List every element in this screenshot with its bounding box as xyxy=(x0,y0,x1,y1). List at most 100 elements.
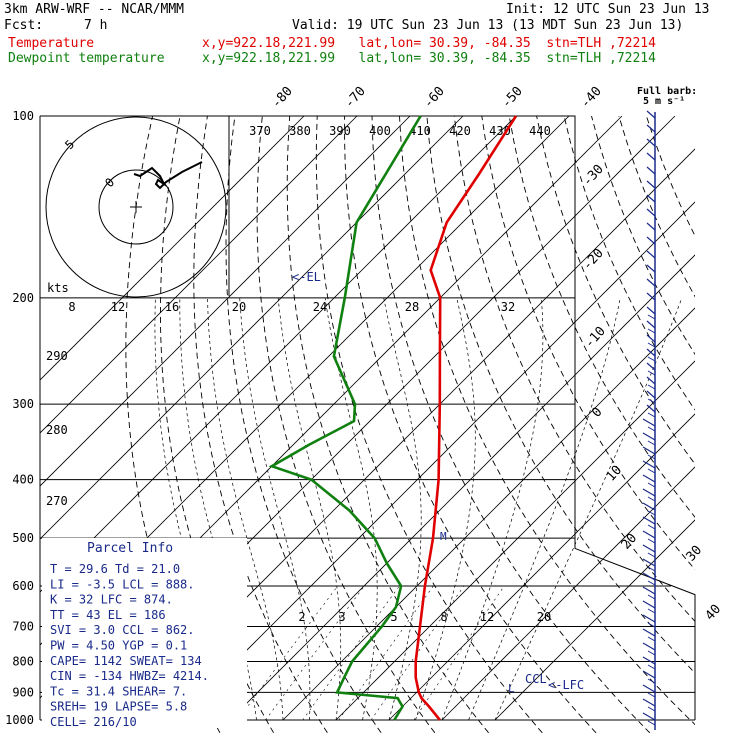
dry-adiabat-320 xyxy=(315,116,543,734)
wind-barb xyxy=(642,712,656,721)
wind-barb-half xyxy=(647,468,656,474)
wind-barb-half xyxy=(647,636,656,642)
wind-barb-half xyxy=(647,412,656,418)
wind-barb-half xyxy=(647,664,656,670)
wind-barb xyxy=(642,432,656,441)
wind-barb xyxy=(642,670,656,679)
wind-barb-half xyxy=(647,706,656,712)
legend-temperature-info: x,y=922.18,221.99 lat,lon= 30.39, -84.35… xyxy=(202,36,656,51)
wind-barb-key-1: Full barb: xyxy=(637,86,697,97)
mixing-ratio-label-8: 8 xyxy=(440,610,447,624)
wind-barb xyxy=(642,586,656,595)
wind-barb-half xyxy=(647,314,656,320)
hodograph-ring-outer xyxy=(45,116,227,298)
annotation-ccl: CCL xyxy=(525,672,547,686)
pressure-label-300: 300 xyxy=(12,397,34,411)
wind-barb xyxy=(642,614,656,623)
wind-barb xyxy=(642,656,656,665)
wind-barb-half xyxy=(647,510,656,516)
model-title: 3km ARW-WRF -- NCAR/MMM xyxy=(4,2,185,17)
wind-barb xyxy=(646,250,656,259)
parcel-info-row: CIN = -134 HWBZ= 4214. xyxy=(50,669,209,683)
dry-adiabat-420 xyxy=(591,116,695,356)
legend-dewpoint-info: x,y=922.18,221.99 lat,lon= 30.39, -84.35… xyxy=(202,51,656,66)
wind-barb xyxy=(646,124,656,133)
wind-barb xyxy=(642,530,656,539)
parcel-info-row: PW = 4.50 YGP = 0.1 xyxy=(50,639,187,653)
pressure-label-1000: 1000 xyxy=(5,713,34,727)
wind-barb xyxy=(646,292,656,301)
hodograph-speed-tick-32: 32 xyxy=(501,300,515,314)
hodograph-center xyxy=(130,201,142,213)
wind-barb xyxy=(646,236,656,245)
isotherm-label--60: -60 xyxy=(421,84,448,111)
wind-barb-half xyxy=(647,356,656,362)
wind-barb xyxy=(642,628,656,637)
pressure-label-200: 200 xyxy=(12,291,34,305)
wind-barb xyxy=(646,180,656,189)
dry-adiabat-440 xyxy=(645,116,695,237)
isotherm-label-30: 30 xyxy=(684,543,706,565)
isotherm--80 xyxy=(40,116,464,540)
parcel-info-row: CELL= 216/10 xyxy=(50,715,137,729)
hodograph-speed-tick-16: 16 xyxy=(165,300,179,314)
wind-barb xyxy=(646,390,656,399)
mixing-ratio-20 xyxy=(413,585,505,721)
wind-barb xyxy=(646,194,656,203)
isotherm-label--30: -30 xyxy=(580,162,607,189)
wind-barb xyxy=(642,474,656,483)
legend-dewpoint-label: Dewpoint temperature xyxy=(8,51,165,66)
theta-label-280: 280 xyxy=(46,423,68,437)
parcel-info-row: CAPE= 1142 SWEAT= 134 xyxy=(50,654,202,668)
wind-barb xyxy=(646,362,656,371)
mixing-ratio-label-5: 5 xyxy=(390,610,397,624)
wind-barb-half xyxy=(647,566,656,572)
init-time: Init: 12 UTC Sun 23 Jun 13 xyxy=(506,2,710,17)
pressure-label-900: 900 xyxy=(12,685,34,699)
mixing-ratio-label-2: 2 xyxy=(298,610,305,624)
parcel-info-row: K = 32 LFC = 874. xyxy=(50,593,173,607)
isotherm-label-0: 0 xyxy=(589,405,605,421)
wind-barb xyxy=(646,264,656,273)
dry-adiabat-380 xyxy=(481,116,695,571)
wind-barb-half xyxy=(647,482,656,488)
wind-barb xyxy=(642,446,656,455)
theta-e-label-380: 380 xyxy=(289,124,311,138)
wind-barb xyxy=(642,460,656,469)
wind-barb-half xyxy=(647,370,656,376)
wind-barb-half xyxy=(647,524,656,530)
dry-adiabat-310 xyxy=(286,116,489,734)
temperature-line xyxy=(414,115,518,721)
isotherm-label-10: 10 xyxy=(604,463,626,485)
isotherm-20 xyxy=(388,413,695,721)
wind-barb xyxy=(646,138,656,147)
dry-adiabat-360 xyxy=(426,116,695,674)
wind-barb xyxy=(642,488,656,497)
hodograph-ring-inner xyxy=(98,169,174,245)
isotherm-label--50: -50 xyxy=(499,84,526,111)
parcel-info-row: LI = -3.5 LCL = 888. xyxy=(50,577,195,591)
dry-adiabat-280 xyxy=(193,116,328,734)
wind-barb xyxy=(646,306,656,315)
legend-temperature-label: Temperature xyxy=(8,36,95,51)
mixing-ratio-2 xyxy=(237,585,338,721)
wind-barb-half xyxy=(647,538,656,544)
wind-barb-half xyxy=(647,384,656,390)
moist-adiabat-35 xyxy=(468,297,621,721)
dry-adiabat-330 xyxy=(344,116,597,734)
wind-barb-half xyxy=(647,454,656,460)
wind-barb-half xyxy=(647,580,656,586)
moist-adiabat-30 xyxy=(441,297,544,721)
wind-barb xyxy=(642,544,656,553)
theta-label-290: 290 xyxy=(46,349,68,363)
dry-adiabat-300 xyxy=(256,116,436,734)
mixing-ratio-label-3: 3 xyxy=(338,610,345,624)
parcel-info-row: SVI = 3.0 CCL = 862. xyxy=(50,623,195,637)
wind-barb xyxy=(642,600,656,609)
wind-barb xyxy=(646,278,656,287)
moist-adiabat-15 xyxy=(324,297,378,721)
wind-barb-key-2: 5 m s⁻¹ xyxy=(643,96,685,107)
annotation-lfc: <-LFC xyxy=(548,678,584,692)
